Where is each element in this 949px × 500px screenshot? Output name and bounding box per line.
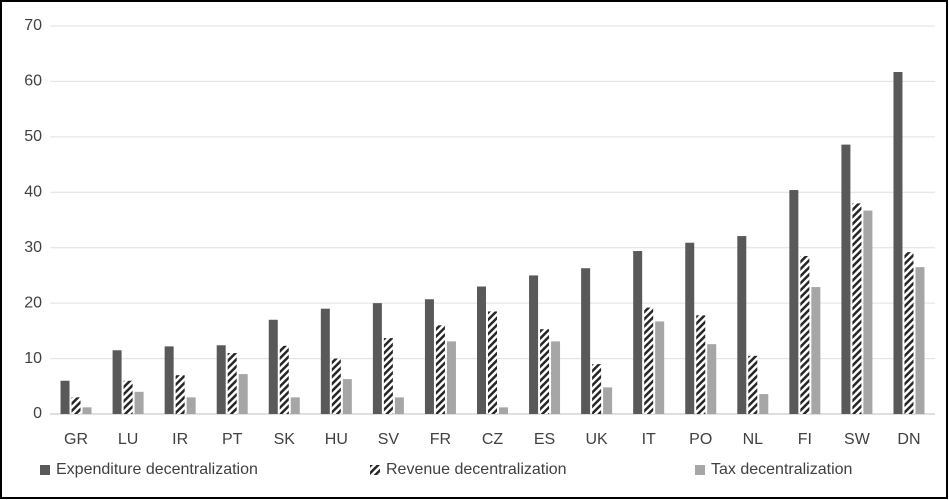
bar xyxy=(268,319,278,414)
y-tick-label: 20 xyxy=(24,294,42,311)
bar xyxy=(435,325,445,414)
y-tick-label: 0 xyxy=(33,405,42,422)
bar xyxy=(603,387,613,414)
bar xyxy=(342,379,352,414)
bar xyxy=(164,346,174,414)
bar xyxy=(134,391,144,414)
bar xyxy=(893,72,903,415)
bar xyxy=(499,407,508,414)
x-tick-label: SW xyxy=(844,431,871,448)
bar xyxy=(811,287,821,414)
x-tick-label: SV xyxy=(378,431,400,448)
bar xyxy=(737,236,747,414)
x-tick-label: NL xyxy=(743,431,764,448)
legend-swatch xyxy=(695,465,705,475)
bar xyxy=(82,407,92,414)
bar xyxy=(644,307,654,414)
bar xyxy=(915,267,925,414)
y-tick-label: 60 xyxy=(24,73,42,90)
bar xyxy=(372,303,382,414)
x-tick-label: GR xyxy=(64,431,88,448)
bar xyxy=(748,355,758,414)
y-tick-label: 40 xyxy=(24,184,42,201)
bar xyxy=(424,299,434,414)
bar xyxy=(592,364,602,414)
bar xyxy=(71,397,81,414)
y-tick-label: 30 xyxy=(24,239,42,256)
bar xyxy=(852,203,862,414)
bar xyxy=(112,350,122,414)
x-tick-label: IT xyxy=(642,431,656,448)
bar xyxy=(331,358,341,414)
x-tick-label: SK xyxy=(274,431,296,448)
x-tick-label: DN xyxy=(897,431,920,448)
bar xyxy=(216,345,226,414)
bar xyxy=(904,252,914,414)
bar xyxy=(789,190,799,414)
bar xyxy=(60,380,70,414)
x-tick-label: HU xyxy=(325,431,348,448)
bar xyxy=(633,251,643,414)
bar xyxy=(488,311,497,414)
bar xyxy=(841,144,851,415)
bar xyxy=(759,394,769,414)
x-tick-label: ES xyxy=(534,431,555,448)
legend-swatch xyxy=(370,465,380,475)
x-tick-label: IR xyxy=(172,431,188,448)
x-tick-label: FI xyxy=(798,431,812,448)
legend-label: Revenue decentralization xyxy=(386,461,567,478)
bar xyxy=(238,374,248,414)
bar xyxy=(394,397,404,414)
x-tick-label: UK xyxy=(586,431,609,448)
bar xyxy=(383,338,393,414)
bar xyxy=(290,397,300,414)
y-tick-label: 50 xyxy=(24,128,42,145)
bar xyxy=(446,341,456,414)
x-tick-label: CZ xyxy=(482,431,504,448)
bar xyxy=(800,256,810,414)
legend-label: Expenditure decentralization xyxy=(56,461,258,478)
bar xyxy=(279,345,289,414)
bar xyxy=(529,275,539,414)
bar xyxy=(175,375,185,414)
y-tick-label: 70 xyxy=(24,17,42,34)
x-tick-label: PT xyxy=(222,431,243,448)
bar xyxy=(123,380,133,414)
bar xyxy=(551,341,561,414)
legend-label: Tax decentralization xyxy=(711,461,852,478)
x-tick-label: LU xyxy=(118,431,138,448)
legend-swatch xyxy=(40,465,50,475)
x-tick-label: FR xyxy=(430,431,451,448)
bar xyxy=(685,242,695,414)
bar xyxy=(227,353,237,414)
bar xyxy=(655,321,665,414)
bar xyxy=(320,308,330,414)
bar xyxy=(863,210,873,414)
y-tick-label: 10 xyxy=(24,350,42,367)
bar xyxy=(707,344,717,414)
bar xyxy=(696,315,706,414)
bar xyxy=(186,397,196,414)
bar xyxy=(540,329,550,414)
bar xyxy=(581,268,591,414)
bar xyxy=(477,286,486,414)
x-tick-label: PO xyxy=(689,431,712,448)
